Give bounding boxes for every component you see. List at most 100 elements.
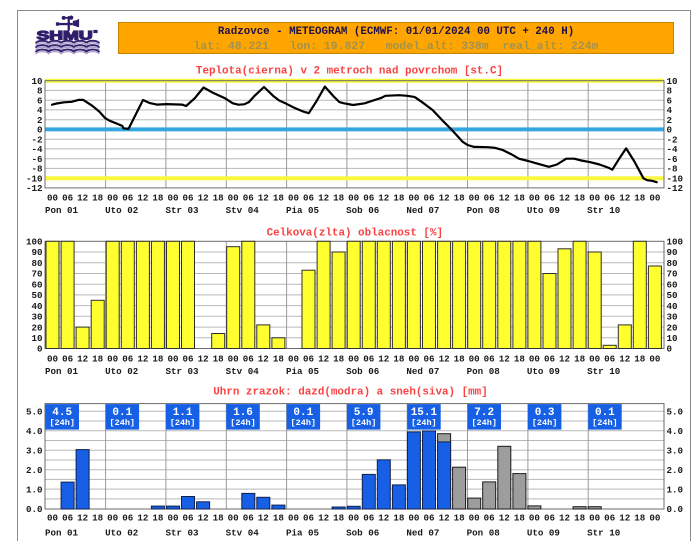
svg-text:[24h]: [24h] [230,418,256,428]
svg-text:Str 10: Str 10 [587,205,620,216]
svg-text:Sob 06: Sob 06 [346,528,379,539]
svg-text:Uto 02: Uto 02 [105,366,138,377]
svg-text:Pon 08: Pon 08 [467,205,501,216]
svg-text:-8: -8 [667,164,679,175]
svg-text:2.0: 2.0 [26,465,43,476]
svg-text:00: 00 [167,353,178,364]
svg-text:18: 18 [454,192,466,203]
svg-text:Pia 05: Pia 05 [286,528,320,539]
svg-text:18: 18 [333,513,345,524]
svg-text:20: 20 [667,322,678,333]
svg-text:06: 06 [122,513,133,524]
svg-text:[24h]: [24h] [170,418,196,428]
svg-text:06: 06 [182,353,193,364]
svg-text:00: 00 [47,513,58,524]
svg-text:12: 12 [77,192,88,203]
svg-text:12: 12 [137,353,148,364]
svg-text:Ned 07: Ned 07 [406,528,439,539]
svg-text:12: 12 [258,513,269,524]
svg-text:06: 06 [62,353,73,364]
svg-text:00: 00 [469,192,480,203]
svg-text:12: 12 [198,353,209,364]
svg-text:4.0: 4.0 [667,426,684,437]
svg-text:12: 12 [559,192,570,203]
svg-text:Uto 09: Uto 09 [527,528,560,539]
svg-text:00: 00 [107,192,118,203]
svg-text:Uto 09: Uto 09 [527,205,560,216]
svg-text:12: 12 [318,513,329,524]
svg-text:12: 12 [619,513,630,524]
svg-text:80: 80 [31,258,42,269]
svg-text:12: 12 [619,353,630,364]
svg-text:00: 00 [529,353,540,364]
svg-text:10: 10 [31,76,42,87]
svg-text:18: 18 [92,513,104,524]
svg-text:00: 00 [589,513,600,524]
svg-text:00: 00 [288,192,299,203]
svg-text:4: 4 [37,105,43,116]
svg-text:12: 12 [318,192,329,203]
svg-text:4.5: 4.5 [52,407,72,419]
svg-text:06: 06 [484,513,495,524]
svg-text:Ned 07: Ned 07 [406,205,439,216]
svg-text:20: 20 [31,322,42,333]
svg-text:Ned 07: Ned 07 [406,366,439,377]
svg-text:Pia 05: Pia 05 [286,205,320,216]
svg-text:8: 8 [37,86,43,97]
svg-text:[24h]: [24h] [110,418,136,428]
svg-text:40: 40 [667,301,678,312]
svg-text:18: 18 [273,513,285,524]
svg-text:6: 6 [667,95,673,106]
svg-text:30: 30 [667,312,678,323]
svg-text:06: 06 [544,192,555,203]
svg-text:06: 06 [484,192,495,203]
svg-text:06: 06 [423,192,434,203]
svg-text:60: 60 [31,279,42,290]
svg-text:70: 70 [31,269,42,280]
svg-text:06: 06 [303,192,314,203]
svg-text:4.0: 4.0 [26,426,43,437]
svg-text:100: 100 [667,237,684,248]
svg-text:12: 12 [258,192,269,203]
svg-text:Str 10: Str 10 [587,528,620,539]
svg-text:18: 18 [393,513,405,524]
svg-text:00: 00 [348,353,359,364]
svg-text:-10: -10 [26,173,43,184]
svg-text:[24h]: [24h] [532,418,558,428]
svg-text:12: 12 [318,353,329,364]
svg-text:06: 06 [243,353,254,364]
svg-text:12: 12 [499,192,510,203]
svg-text:18: 18 [454,513,466,524]
svg-text:12: 12 [137,513,148,524]
svg-text:12: 12 [619,192,630,203]
svg-text:00: 00 [589,353,600,364]
svg-text:-6: -6 [31,154,42,165]
svg-text:1.1: 1.1 [173,407,193,419]
svg-text:00: 00 [529,192,540,203]
svg-text:12: 12 [439,353,450,364]
svg-text:Uto 02: Uto 02 [105,528,138,539]
svg-text:18: 18 [152,513,164,524]
svg-text:Pon 01: Pon 01 [45,528,79,539]
svg-text:50: 50 [667,290,678,301]
svg-text:18: 18 [634,513,646,524]
svg-text:00: 00 [228,192,239,203]
svg-text:Sob 06: Sob 06 [346,205,379,216]
svg-text:12: 12 [559,353,570,364]
svg-text:40: 40 [31,301,42,312]
svg-text:0: 0 [37,344,43,355]
svg-text:Stv 04: Stv 04 [226,366,260,377]
svg-text:00: 00 [529,513,540,524]
svg-text:12: 12 [77,353,88,364]
svg-text:-4: -4 [667,144,679,155]
svg-text:18: 18 [273,353,285,364]
svg-text:0.1: 0.1 [112,407,132,419]
svg-text:12: 12 [137,192,148,203]
svg-text:[24h]: [24h] [411,418,437,428]
svg-text:06: 06 [243,513,254,524]
svg-text:Celkova(zlta) oblacnost [%]: Celkova(zlta) oblacnost [%] [267,227,443,239]
svg-text:Str 03: Str 03 [165,366,199,377]
svg-text:18: 18 [634,353,646,364]
svg-text:12: 12 [198,192,209,203]
svg-text:00: 00 [288,353,299,364]
